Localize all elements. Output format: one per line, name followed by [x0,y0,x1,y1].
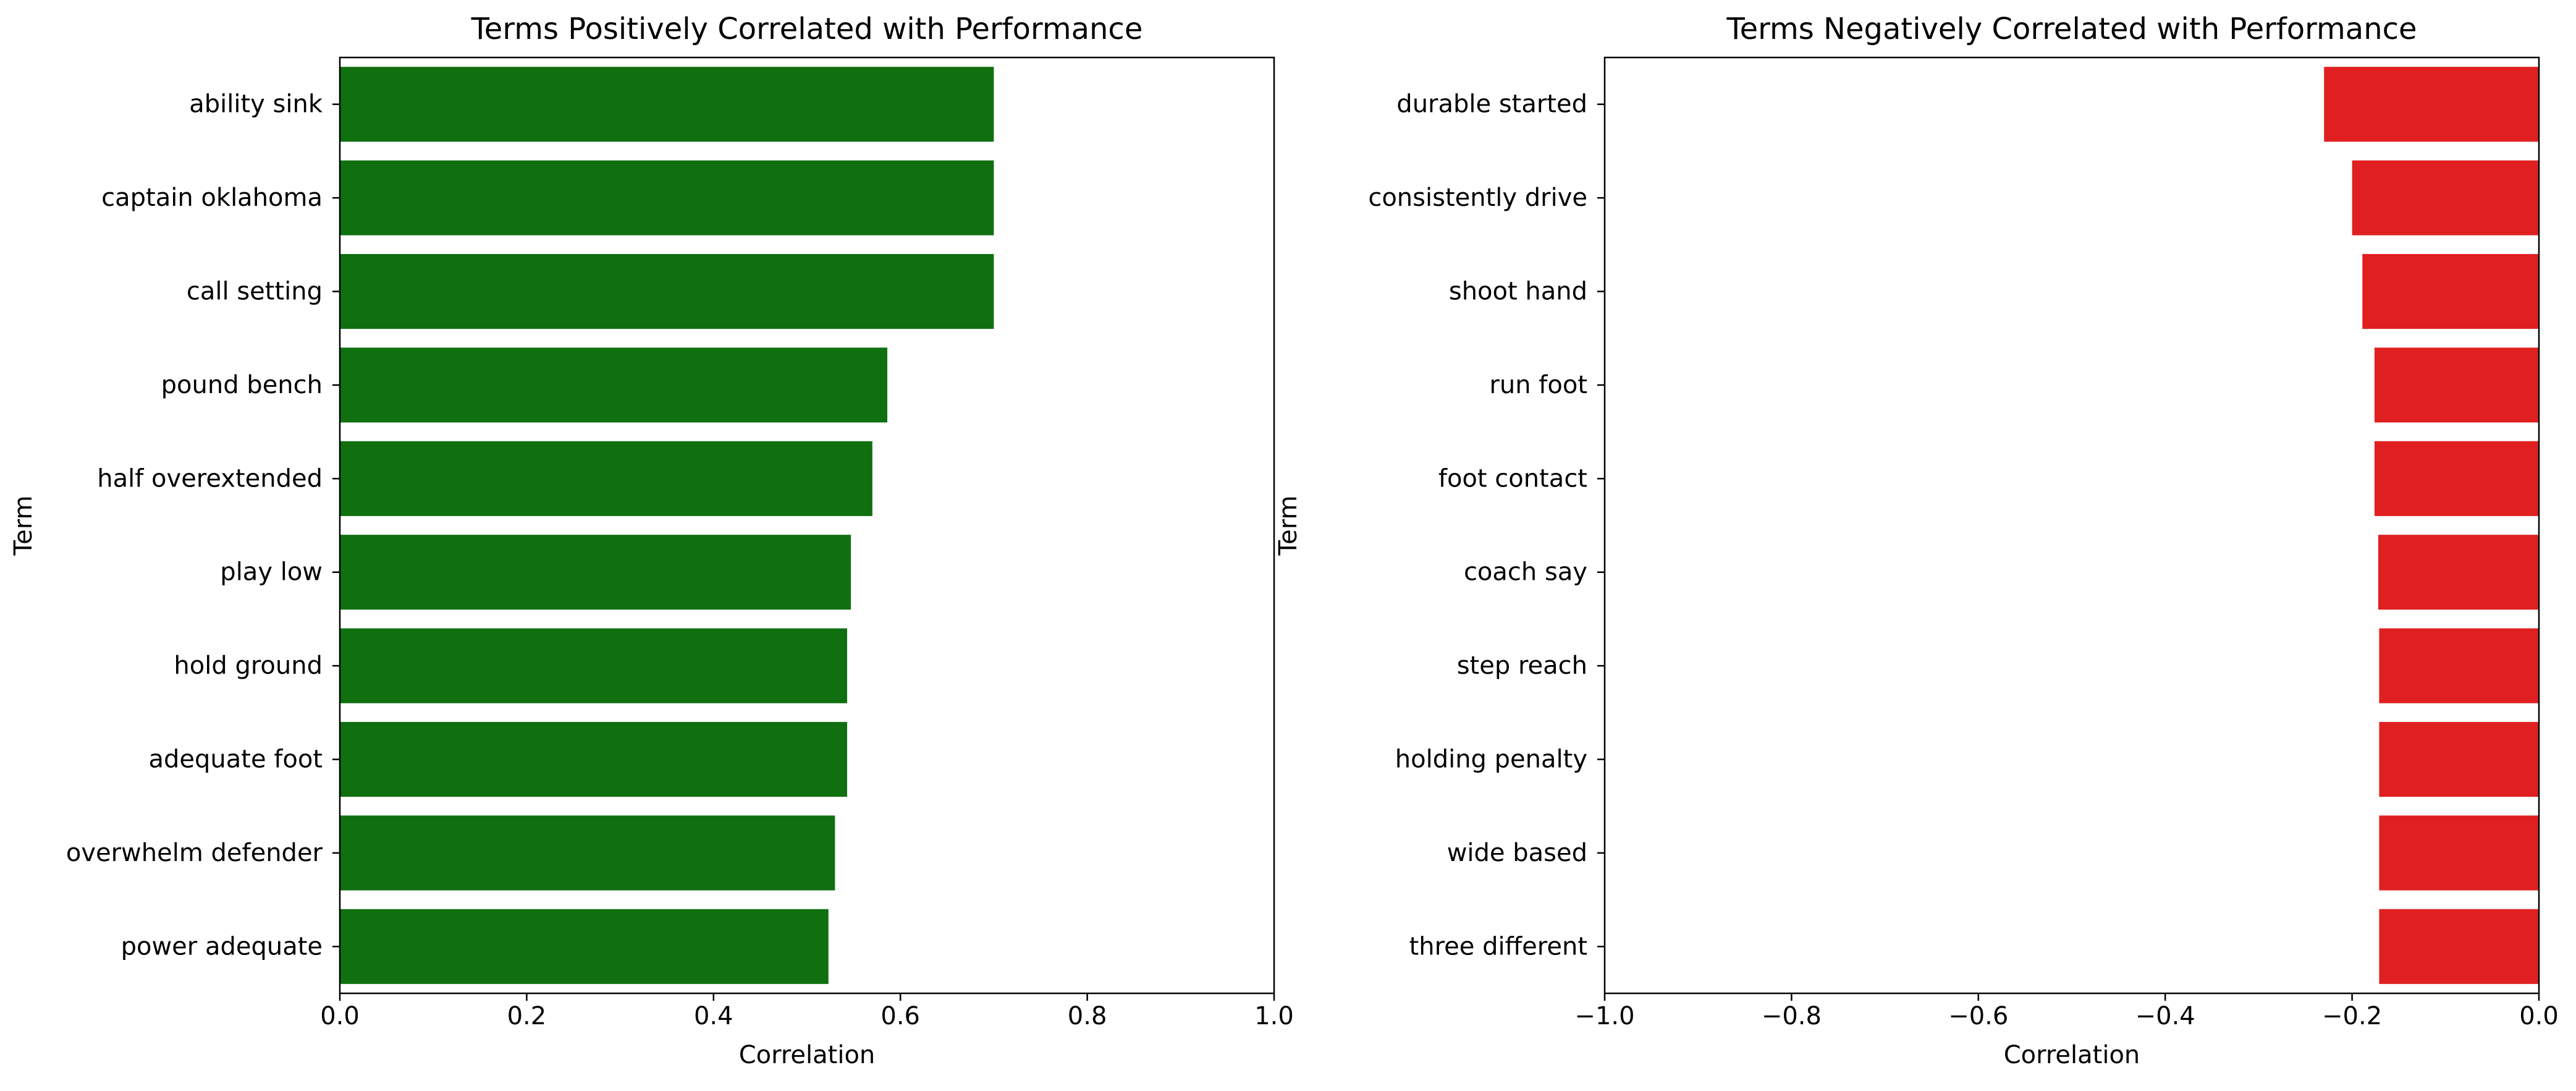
bar-shoot-hand [2362,253,2539,329]
bar-pound-bench [340,347,888,423]
x-tick-label: 0.6 [880,1002,920,1030]
y-axis-label: Term [1274,496,1303,556]
y-tick-label: half overextended [97,464,323,493]
bar-captain-oklahoma [340,160,994,236]
x-tick-label: −0.8 [1762,1002,1822,1030]
y-tick-label: wide based [1447,839,1587,867]
bar-durable-started [2324,67,2539,142]
chart-title: Terms Positively Correlated with Perform… [471,12,1143,46]
x-tick-label: −0.2 [2322,1002,2382,1030]
y-tick-label: adequate foot [149,745,323,774]
x-axis-label: Correlation [739,1041,876,1069]
x-axis-label: Correlation [2004,1041,2140,1069]
bar-hold-ground [340,628,848,703]
y-tick-label: holding penalty [1395,745,1587,774]
y-tick-label: consistently drive [1368,184,1587,212]
y-tick-label: three different [1409,932,1587,961]
y-tick-label: play low [220,558,323,587]
x-tick-label: 0.4 [694,1002,733,1030]
bar-overwhelm-defender [340,815,835,891]
bar-consistently-drive [2352,160,2539,236]
y-tick-label: call setting [187,278,323,306]
x-tick-label: −1.0 [1574,1002,1634,1030]
bar-half-overextended [340,441,872,516]
y-tick-label: shoot hand [1449,278,1587,306]
x-tick-label: 0.2 [507,1002,547,1030]
bar-three-different [2379,909,2539,984]
bar-wide-based [2379,815,2539,891]
y-tick-label: overwhelm defender [66,839,323,867]
bar-power-adequate [340,909,829,984]
x-tick-label: −0.6 [1948,1002,2008,1030]
x-tick-label: 0.8 [1068,1002,1107,1030]
bar-adequate-foot [340,721,848,797]
y-tick-label: foot contact [1438,464,1587,493]
bar-holding-penalty [2379,721,2539,797]
y-tick-label: hold ground [174,652,323,680]
y-axis-label: Term [9,496,38,556]
bar-step-reach [2379,628,2539,703]
positive-correlation-chart: ability sink captain oklahoma call setting… [9,12,1294,1069]
bar-play-low [340,535,851,610]
y-tick-label: pound bench [161,371,323,399]
y-tick-label: power adequate [121,932,323,961]
y-tick-label: run foot [1489,371,1587,399]
bar-run-foot [2374,347,2539,423]
bar-coach-say [2378,535,2539,610]
plot-frame [1603,56,2540,995]
y-tick-label: durable started [1396,90,1587,119]
negative-correlation-chart: durable started consistently drive shoot h… [1274,12,2559,1069]
bar-ability-sink [340,67,994,142]
x-tick-label: −0.4 [2135,1002,2195,1030]
y-tick-label: step reach [1457,652,1587,680]
x-tick-label: 1.0 [1254,1002,1294,1030]
bar-foot-contact [2374,441,2539,516]
bar-call-setting [340,253,994,329]
x-tick-label: 0.0 [2519,1002,2559,1030]
y-tick-label: coach say [1464,558,1587,587]
y-tick-label: ability sink [189,90,323,119]
y-tick-label: captain oklahoma [101,184,323,212]
chart-title: Terms Negatively Correlated with Perform… [1726,12,2417,46]
x-tick-label: 0.0 [320,1002,360,1030]
plot-frame [339,56,1275,995]
